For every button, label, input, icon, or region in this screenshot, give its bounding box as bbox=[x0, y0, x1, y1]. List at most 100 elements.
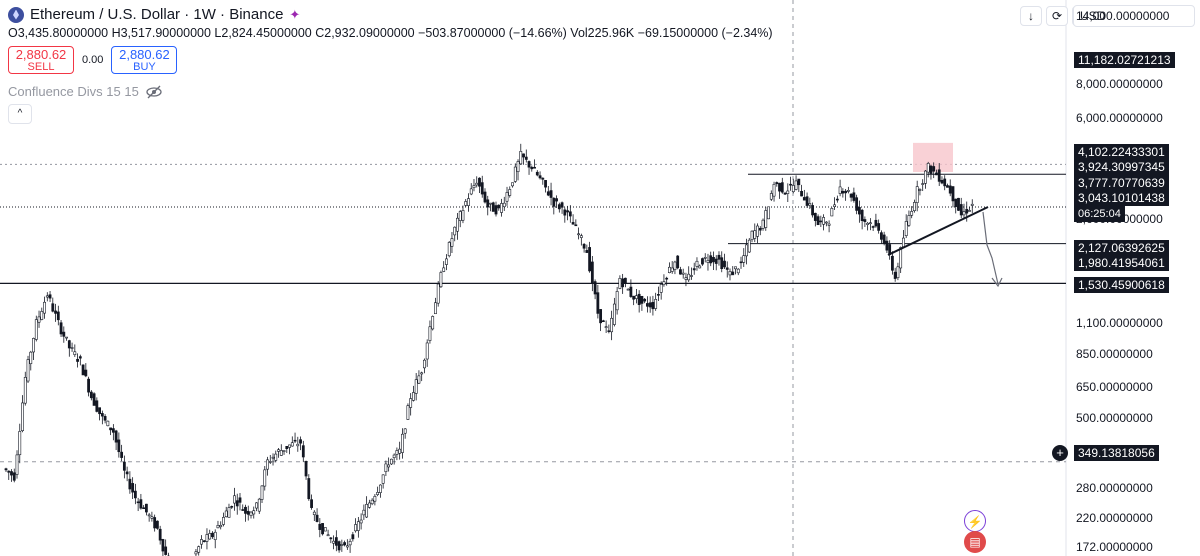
candle-body bbox=[271, 456, 275, 459]
candle-body bbox=[811, 205, 814, 216]
candle-body bbox=[860, 209, 864, 221]
candle-body bbox=[194, 551, 198, 555]
candle-body bbox=[332, 540, 335, 544]
candle-body bbox=[593, 281, 597, 295]
hidden-eye-icon[interactable] bbox=[145, 85, 163, 99]
candle-body bbox=[891, 255, 894, 271]
candle-body bbox=[968, 210, 971, 212]
candle-body bbox=[557, 204, 561, 210]
price-tag: 2,127.06392625 bbox=[1074, 240, 1169, 256]
candle-body bbox=[296, 443, 300, 447]
indicator-legend[interactable]: Confluence Divs 15 15 bbox=[8, 84, 163, 99]
candle-body bbox=[260, 485, 264, 500]
currency-selector[interactable]: USD bbox=[1073, 5, 1195, 27]
candle-body bbox=[863, 219, 867, 222]
lightning-icon[interactable]: ⚡ bbox=[964, 510, 986, 532]
candle-body bbox=[45, 295, 49, 298]
candle-body bbox=[133, 490, 137, 499]
candle-body bbox=[965, 208, 969, 214]
candle-body bbox=[483, 191, 487, 203]
candle-body bbox=[227, 507, 231, 518]
candle-body bbox=[40, 311, 44, 320]
candle-body bbox=[579, 235, 583, 238]
indicator-label: Confluence Divs 15 15 bbox=[8, 84, 139, 99]
candle-body bbox=[235, 500, 239, 507]
candle-body bbox=[563, 209, 567, 216]
candle-body bbox=[244, 506, 247, 514]
candle-body bbox=[899, 247, 903, 269]
price-tag: 1,980.41954061 bbox=[1074, 255, 1169, 271]
candle-body bbox=[299, 439, 302, 444]
candle-body bbox=[409, 398, 413, 408]
candle-body bbox=[615, 291, 619, 311]
candle-body bbox=[200, 539, 203, 545]
price-axis-label: 8,000.00000000 bbox=[1076, 76, 1163, 91]
collapse-legend-button[interactable]: ^ bbox=[8, 104, 32, 124]
candle-body bbox=[164, 546, 168, 555]
candle-body bbox=[835, 198, 839, 201]
candle-body bbox=[131, 483, 135, 493]
candle-body bbox=[334, 537, 338, 546]
indicator-badge-icon[interactable]: ✦ bbox=[289, 6, 301, 22]
candle-body bbox=[703, 257, 707, 259]
candle-body bbox=[742, 255, 746, 263]
candle-body bbox=[216, 525, 220, 529]
candle-body bbox=[596, 292, 600, 314]
candle-body bbox=[524, 156, 528, 160]
candle-body bbox=[904, 221, 908, 237]
flag-icon[interactable]: ▤ bbox=[964, 531, 986, 553]
candle-body bbox=[417, 375, 421, 384]
price-axis-label: 14,000.00000000 bbox=[1076, 9, 1170, 24]
candle-body bbox=[67, 340, 71, 349]
candle-body bbox=[318, 523, 322, 530]
candle-body bbox=[679, 269, 682, 275]
candle-body bbox=[387, 464, 391, 468]
candle-body bbox=[310, 499, 313, 508]
candle-body bbox=[401, 433, 404, 453]
candle-body bbox=[902, 237, 905, 247]
candle-body bbox=[929, 165, 933, 174]
candle-body bbox=[434, 302, 437, 315]
candle-body bbox=[340, 544, 344, 546]
price-tag: 3,924.30997345 bbox=[1074, 159, 1169, 175]
candle-body bbox=[687, 273, 691, 281]
candle-body bbox=[827, 223, 831, 226]
candle-body bbox=[285, 446, 289, 449]
candle-body bbox=[637, 293, 641, 306]
candle-body bbox=[277, 449, 280, 452]
candle-body bbox=[307, 478, 311, 500]
candle-body bbox=[767, 206, 770, 220]
candle-body bbox=[717, 254, 721, 260]
candle-body bbox=[136, 501, 140, 504]
download-icon[interactable]: ↓ bbox=[1020, 6, 1042, 26]
candle-body bbox=[574, 224, 578, 227]
candle-body bbox=[7, 470, 11, 473]
symbol-title[interactable]: Ethereum / U.S. Dollar · 1W · Binance bbox=[30, 6, 284, 23]
candle-body bbox=[940, 179, 944, 184]
candle-body bbox=[607, 330, 611, 332]
candle-body bbox=[739, 261, 743, 264]
candle-body bbox=[139, 499, 143, 509]
candle-body bbox=[775, 182, 779, 185]
candle-body bbox=[323, 527, 327, 532]
candle-body bbox=[855, 197, 859, 211]
sell-button[interactable]: 2,880.62 SELL bbox=[8, 46, 74, 74]
candle-body bbox=[778, 182, 781, 192]
candle-body bbox=[571, 222, 575, 225]
candle-body bbox=[48, 294, 52, 299]
candle-body bbox=[81, 364, 85, 376]
candle-body bbox=[500, 203, 503, 213]
candle-body bbox=[156, 520, 159, 529]
candle-body bbox=[612, 303, 616, 325]
buy-button[interactable]: 2,880.62 BUY bbox=[111, 46, 178, 74]
add-alert-icon[interactable]: + bbox=[1052, 445, 1068, 461]
candle-body bbox=[345, 545, 349, 548]
candle-body bbox=[824, 221, 828, 224]
candle-body bbox=[147, 514, 151, 517]
candle-body bbox=[84, 369, 88, 377]
candle-body bbox=[907, 215, 911, 226]
candle-body bbox=[690, 275, 693, 277]
candle-body bbox=[662, 281, 666, 286]
refresh-icon[interactable]: ⟳ bbox=[1046, 6, 1068, 26]
